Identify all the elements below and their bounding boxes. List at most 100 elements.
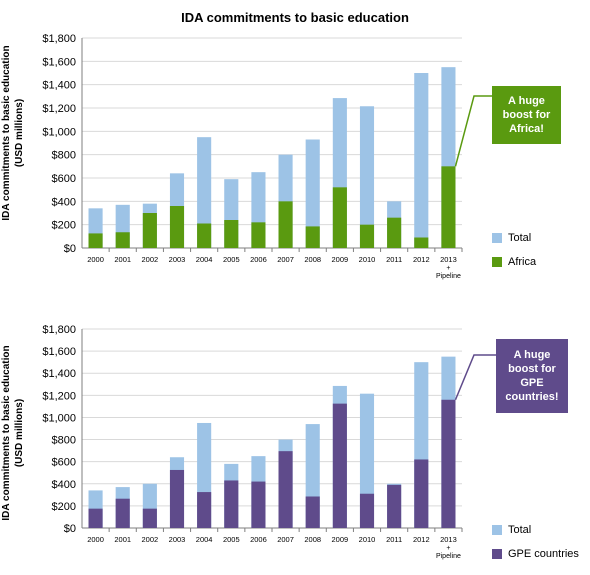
x-tick-label: 2002 [142, 535, 159, 544]
x-tick-label: 2003 [169, 535, 186, 544]
x-tick-label: 2000 [87, 535, 104, 544]
x-tick-label: 2006 [250, 255, 267, 264]
y-tick-label: $1,000 [42, 126, 76, 138]
chart-title: IDA commitments to basic education [181, 10, 409, 25]
x-tick-label: 2010 [359, 535, 376, 544]
x-tick-label: 2005 [223, 255, 240, 264]
callout-africa: A huge boost for Africa! [492, 86, 561, 144]
legend-label-total-2: Total [508, 524, 532, 536]
bar-africa [142, 213, 157, 248]
bar-gpe [441, 399, 456, 528]
y-tick-label: $1,000 [42, 412, 76, 424]
bar-africa [414, 237, 429, 248]
x-tick-label: 2010 [359, 255, 376, 264]
y-tick-label: $1,600 [42, 56, 76, 68]
legend-label-gpe: GPE countries [508, 548, 579, 560]
x-tick-label: 2002 [142, 255, 159, 264]
y-tick-label: $1,600 [42, 346, 76, 358]
legend-item-total-2: Total [492, 518, 579, 542]
chart-africa: $0 $200 $400 $600 $800 $1,000 $1,200 $1,400 $1,6… [42, 33, 492, 280]
bar-africa [224, 220, 239, 248]
legend-africa: Total Africa [492, 226, 536, 274]
bar-total [414, 73, 429, 248]
bar-gpe [88, 508, 103, 528]
callout-africa-line1: A huge [508, 95, 545, 107]
x-tick-label: 2001 [114, 255, 131, 264]
bar-gpe [115, 498, 130, 528]
callout-africa-line2: boost for [502, 109, 551, 121]
y-tick-label: $800 [52, 435, 76, 447]
x-tick-label: 2009 [332, 535, 349, 544]
chart-gpe: $0 $200 $400 $600 $800 $1,000 $1,200 $1,400 $1,6… [42, 324, 496, 560]
bar-africa [88, 233, 103, 248]
legend-swatch-gpe [492, 549, 502, 559]
callout-gpe-line2: boost for [508, 363, 556, 375]
legend-item-total: Total [492, 226, 536, 250]
bar-africa [278, 201, 293, 248]
bar-gpe [251, 481, 266, 528]
bar-gpe [332, 403, 347, 528]
bar-gpe [359, 493, 375, 528]
callout-connector [454, 95, 492, 167]
x-tick-label: 2012 [413, 535, 430, 544]
callout-gpe-line1: A huge [513, 349, 551, 361]
y-tick-label: $400 [52, 479, 76, 491]
x-tick-label: 2004 [196, 535, 213, 544]
callout-africa-line3: Africa! [509, 123, 544, 135]
legend-item-gpe: GPE countries [492, 542, 579, 566]
y-tick-label: $200 [52, 501, 76, 513]
y-tick-label: $1,800 [42, 324, 76, 336]
callout-gpe: A huge boost for GPE countries! [496, 339, 568, 413]
bar-africa [251, 222, 266, 248]
x-tick-label: 2003 [169, 255, 186, 264]
x-tick-label: 2011 [386, 255, 402, 264]
y-tick-label: $600 [52, 173, 76, 185]
x-tick-label-extra: Pipeline [436, 273, 461, 280]
bar-africa [359, 224, 375, 248]
x-tick-label: 2013 [440, 255, 457, 264]
y-tick-label: $600 [52, 457, 76, 469]
y-tick-label: $400 [52, 196, 76, 208]
legend-label-total: Total [508, 232, 532, 244]
x-tick-label: 2012 [413, 255, 430, 264]
x-tick-label: 2001 [114, 535, 131, 544]
x-tick-label: 2009 [332, 255, 349, 264]
bar-total [359, 106, 375, 248]
legend-swatch-africa [492, 257, 502, 267]
x-tick-label: 2007 [277, 535, 294, 544]
y-tick-label: $1,200 [42, 103, 76, 115]
x-tick-label: 2011 [386, 535, 402, 544]
bar-africa [169, 206, 185, 248]
y-tick-label: $200 [52, 220, 76, 232]
x-tick-label: 2007 [277, 255, 294, 264]
legend-item-africa: Africa [492, 250, 536, 274]
legend-label-africa: Africa [508, 256, 537, 268]
bar-gpe [142, 508, 157, 528]
bar-total [305, 139, 320, 248]
bar-africa [197, 223, 212, 248]
bar-africa [441, 166, 456, 248]
y-tick-label: $1,400 [42, 368, 76, 380]
x-tick-label: 2005 [223, 535, 240, 544]
y-tick-label: $1,200 [42, 390, 76, 402]
x-tick-label: 2008 [304, 255, 321, 264]
callout-connector [454, 354, 496, 401]
bar-gpe [387, 484, 402, 528]
x-tick-label: 2008 [304, 535, 321, 544]
y-tick-label: $800 [52, 150, 76, 162]
bar-gpe [278, 451, 293, 528]
x-tick-label-extra: + [446, 265, 450, 272]
callout-gpe-line4: countries! [505, 391, 559, 403]
bar-gpe [414, 459, 429, 528]
bar-gpe [169, 469, 185, 528]
bar-africa [332, 187, 347, 248]
y-tick-label: $0 [64, 243, 76, 255]
y-tick-label: $1,800 [42, 33, 76, 45]
bar-gpe [224, 480, 239, 528]
x-tick-label: 2000 [87, 255, 104, 264]
legend-swatch-total [492, 233, 502, 243]
bar-africa [305, 226, 320, 248]
x-tick-label: 2004 [196, 255, 213, 264]
callout-gpe-line3: GPE [520, 377, 544, 389]
y-tick-label: $0 [64, 523, 76, 535]
